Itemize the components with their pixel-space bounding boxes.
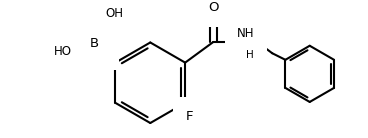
Text: B: B bbox=[90, 37, 99, 50]
Text: NH: NH bbox=[237, 27, 255, 40]
Text: OH: OH bbox=[105, 6, 123, 20]
Text: HO: HO bbox=[53, 45, 71, 58]
Text: O: O bbox=[208, 1, 219, 14]
Text: F: F bbox=[186, 110, 194, 123]
Text: H: H bbox=[246, 50, 254, 59]
